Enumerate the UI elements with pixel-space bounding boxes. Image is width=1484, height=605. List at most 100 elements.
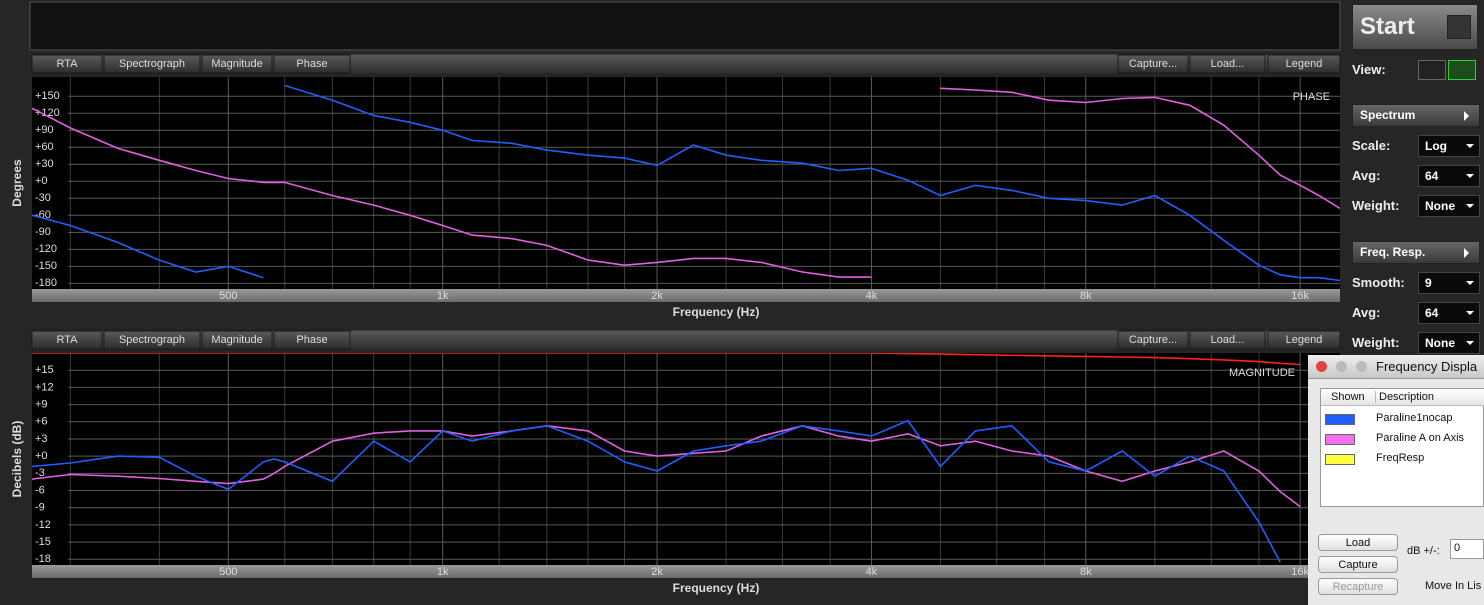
tab[interactable] xyxy=(31,330,103,350)
color-swatch xyxy=(1325,434,1355,445)
tab-label: RTA xyxy=(57,334,79,346)
legend-table: Shown Description Paraline1nocap Paraline… xyxy=(1320,388,1484,507)
y-axis-title: Decibels (dB) xyxy=(10,421,24,498)
toolbar-button[interactable] xyxy=(1189,54,1266,74)
start-label: Start xyxy=(1360,13,1415,40)
y-tick-label: -9 xyxy=(35,502,45,514)
x-tick-label: 16k xyxy=(1291,290,1309,302)
move-label: Move In Lis xyxy=(1425,580,1482,592)
toolbar-button[interactable] xyxy=(1267,330,1341,350)
tab[interactable] xyxy=(201,330,273,350)
dropdown[interactable]: 64 xyxy=(1418,165,1480,187)
y-tick-label: +120 xyxy=(35,107,60,119)
start-button[interactable]: Start xyxy=(1352,4,1478,50)
x-tick-label: 500 xyxy=(219,566,237,578)
y-tick-label: +60 xyxy=(35,141,54,153)
button-label: Load... xyxy=(1211,58,1245,70)
y-tick-label: -3 xyxy=(35,467,45,479)
db-label: dB +/-: xyxy=(1407,545,1440,557)
x-tick-label: 1k xyxy=(437,566,449,578)
db-input[interactable]: 0 xyxy=(1450,539,1484,559)
series-line xyxy=(32,87,1340,278)
minimize-button[interactable] xyxy=(1336,361,1347,372)
tab[interactable] xyxy=(103,54,201,74)
view-single[interactable] xyxy=(1418,60,1446,80)
tab-label: Spectrograph xyxy=(119,58,185,70)
tab-label: Phase xyxy=(296,58,327,70)
y-tick-label: +12 xyxy=(35,381,54,393)
tab[interactable] xyxy=(201,54,273,74)
y-tick-label: +90 xyxy=(35,124,54,136)
view-split[interactable] xyxy=(1448,60,1476,80)
toolbar-button[interactable] xyxy=(1189,330,1266,350)
x-tick-label: 16k xyxy=(1291,566,1309,578)
dropdown[interactable]: 9 xyxy=(1418,272,1480,294)
window-title: Frequency Displa xyxy=(1376,359,1478,374)
y-tick-label: -6 xyxy=(35,484,45,496)
view-label: View: xyxy=(1352,62,1386,77)
legend-entry: Paraline A on Axis xyxy=(1376,432,1465,444)
color-swatch xyxy=(1325,454,1355,465)
tab-label: Phase xyxy=(296,334,327,346)
y-tick-label: +0 xyxy=(35,450,48,462)
tab[interactable] xyxy=(273,54,351,74)
y-tick-label: +0 xyxy=(35,175,48,187)
series-line xyxy=(32,419,1281,563)
zoom-button[interactable] xyxy=(1356,361,1367,372)
y-tick-label: -15 xyxy=(35,536,51,548)
x-tick-label: 2k xyxy=(651,566,663,578)
x-axis-title: Frequency (Hz) xyxy=(673,305,760,319)
button-label: Capture... xyxy=(1129,334,1177,346)
dropdown[interactable]: None xyxy=(1418,332,1480,354)
column-header: Shown xyxy=(1331,391,1365,403)
close-button[interactable] xyxy=(1316,361,1327,372)
x-tick-label: 8k xyxy=(1080,566,1092,578)
series-line xyxy=(32,84,1340,282)
legend-entry: Paraline1nocap xyxy=(1376,412,1453,424)
tab[interactable] xyxy=(31,54,103,74)
dropdown[interactable]: None xyxy=(1418,195,1480,217)
y-tick-label: -60 xyxy=(35,209,51,221)
x-tick-label: 4k xyxy=(866,290,878,302)
header-strip xyxy=(29,1,1341,51)
setting-label: Weight: xyxy=(1352,335,1400,350)
dropdown[interactable]: 64 xyxy=(1418,302,1480,324)
x-axis-strip xyxy=(32,289,1340,302)
setting-label: Avg: xyxy=(1352,305,1381,320)
toolbar-button xyxy=(1117,54,1189,74)
tab-label: Spectrograph xyxy=(119,334,185,346)
tab[interactable] xyxy=(273,330,351,350)
section-header[interactable]: Freq. Resp. xyxy=(1352,241,1480,264)
column-header: Description xyxy=(1375,391,1434,403)
y-tick-label: +6 xyxy=(35,416,48,428)
y-tick-label: -120 xyxy=(35,243,57,255)
window-button[interactable]: Load xyxy=(1318,534,1398,551)
window-button: Recapture xyxy=(1318,578,1398,595)
window-button[interactable]: Capture xyxy=(1318,556,1398,573)
annotation: MAGNITUDE xyxy=(1229,367,1295,379)
x-tick-label: 2k xyxy=(651,290,663,302)
y-tick-label: +30 xyxy=(35,158,54,170)
tab-label: Magnitude xyxy=(211,334,262,346)
button-label: Legend xyxy=(1286,334,1323,346)
y-tick-label: +3 xyxy=(35,433,48,445)
y-tick-label: -150 xyxy=(35,260,57,272)
tab[interactable] xyxy=(103,330,201,350)
tab-label: Magnitude xyxy=(211,58,262,70)
button-label: Load... xyxy=(1211,334,1245,346)
series-line xyxy=(32,353,1301,366)
x-tick-label: 500 xyxy=(219,290,237,302)
toolbar-button[interactable] xyxy=(1267,54,1341,74)
y-tick-label: -12 xyxy=(35,519,51,531)
annotation: PHASE xyxy=(1293,91,1330,103)
x-tick-label: 4k xyxy=(866,566,878,578)
y-tick-label: -90 xyxy=(35,226,51,238)
series-line xyxy=(32,424,1301,508)
dropdown[interactable]: Log xyxy=(1418,135,1480,157)
y-tick-label: +150 xyxy=(35,90,60,102)
button-label: Legend xyxy=(1286,58,1323,70)
setting-label: Smooth: xyxy=(1352,275,1405,290)
section-header[interactable]: Spectrum xyxy=(1352,104,1480,127)
